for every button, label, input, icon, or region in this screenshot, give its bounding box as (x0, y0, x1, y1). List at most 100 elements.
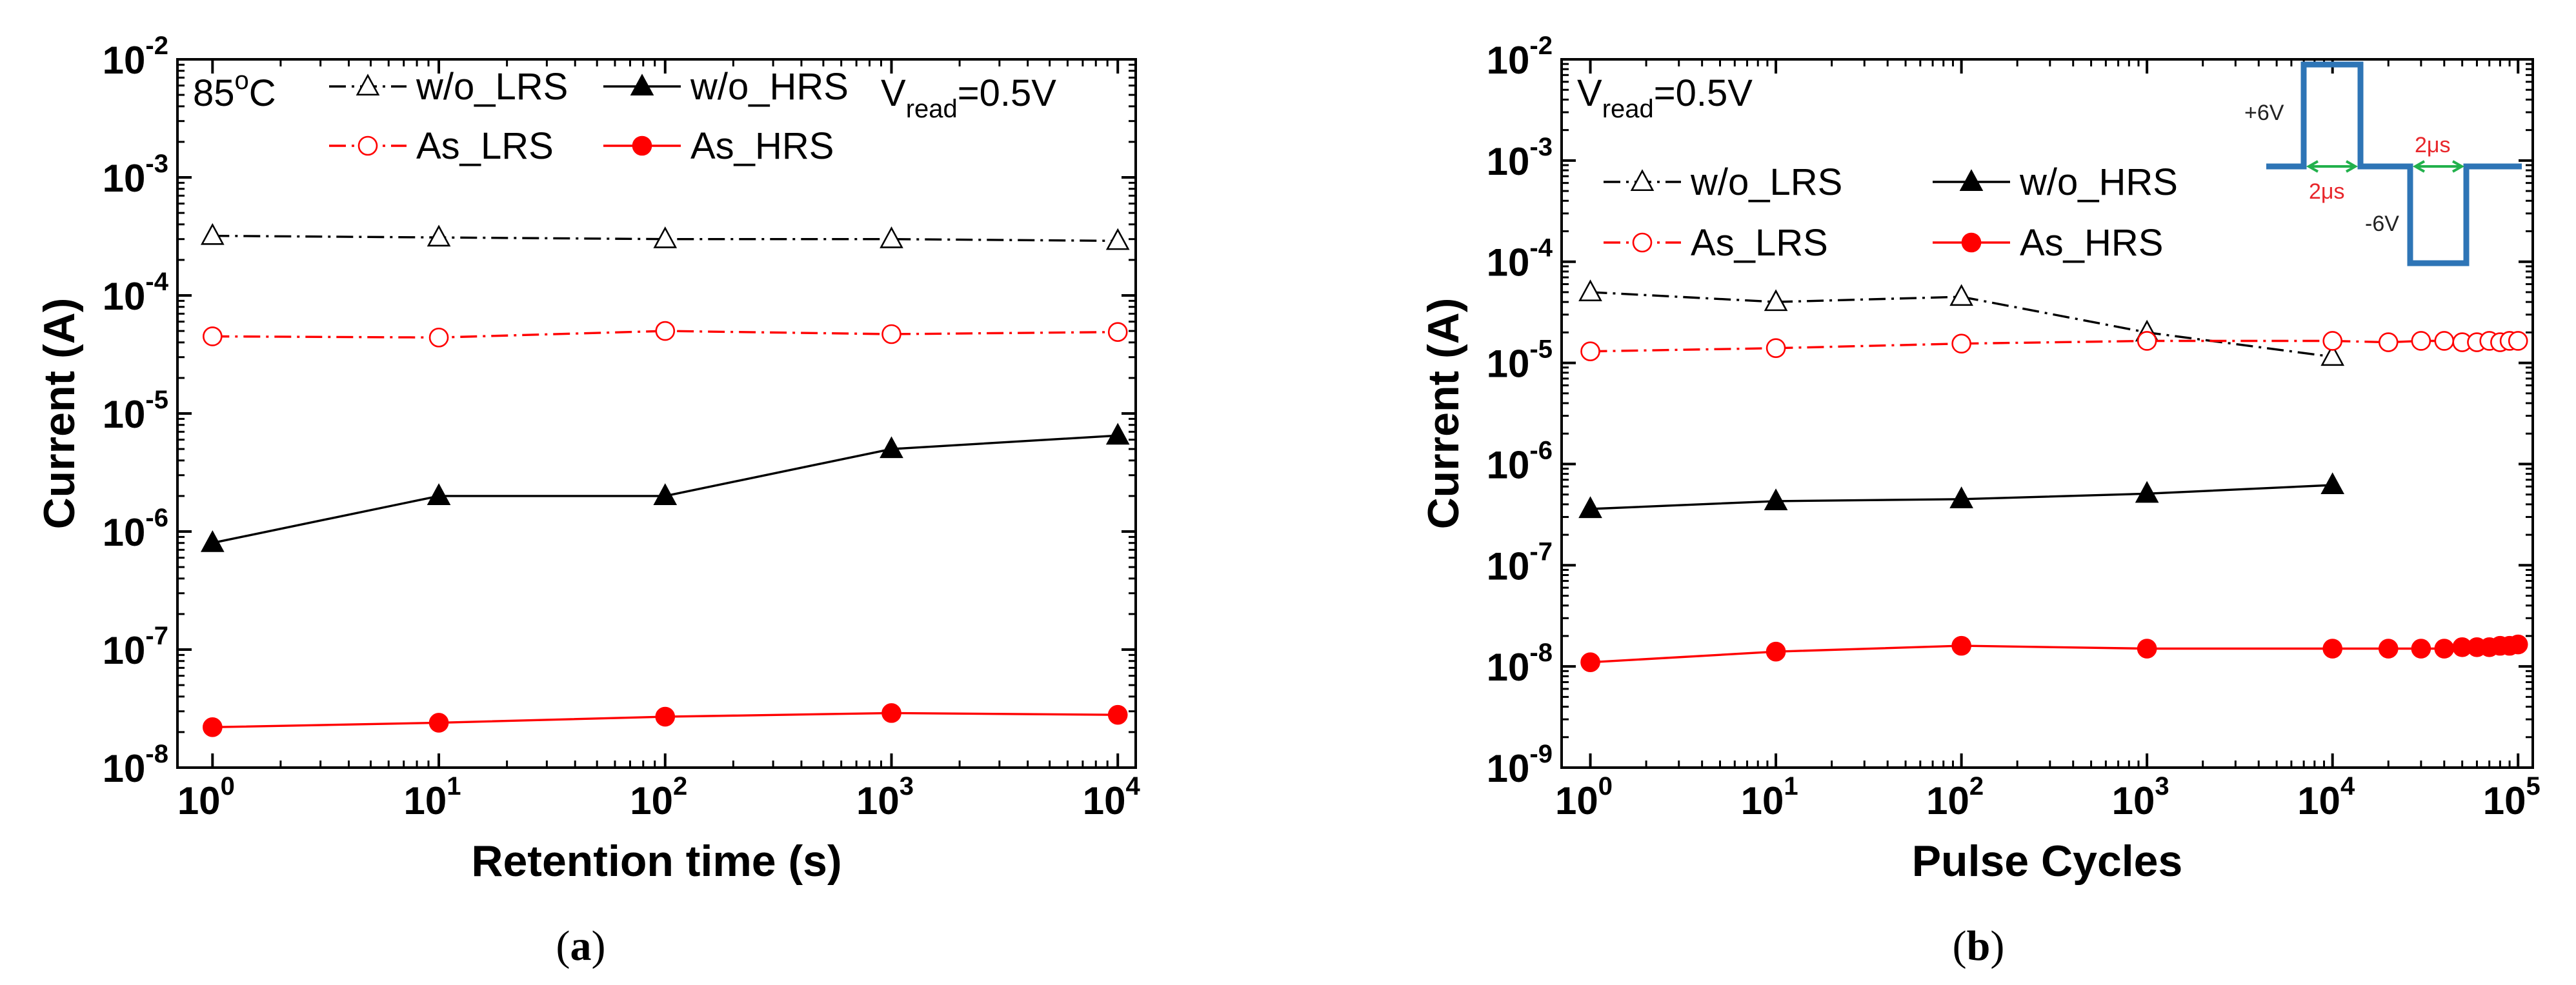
series-as-lrs (1580, 331, 2528, 361)
data-point (427, 483, 451, 505)
chart-panel-b: 10-9 10-8 10-7 10-6 10-5 10-4 10-3 10-2 100 101 10… (1419, 32, 2541, 970)
data-point (880, 226, 903, 248)
y-tick-label: 10-4 (1487, 234, 1553, 284)
y-tick-label: 10-3 (103, 150, 168, 200)
data-point (200, 223, 225, 245)
x-tick-label: 103 (2112, 772, 2169, 822)
y-axis-title: Current (A) (1419, 298, 1468, 530)
pulse-width-label: 2μs (2309, 179, 2345, 204)
data-point (1105, 423, 1130, 445)
x-axis-title: Pulse Cycles (1912, 837, 2183, 886)
arrow-head (2346, 160, 2359, 173)
data-point (1951, 333, 1971, 354)
data-point (428, 327, 449, 348)
data-point (1766, 338, 1786, 358)
x-tick-label: 100 (177, 772, 235, 822)
panel-caption: (a) (556, 922, 606, 970)
data-point (2378, 332, 2399, 352)
chart-panel-a: 10-8 10-7 10-6 10-5 10-4 10-3 10-2 100 101 102 103… (35, 32, 1140, 970)
x-tick-label: 104 (1083, 772, 1141, 822)
legend-item: w/o_HRS (603, 66, 849, 108)
y-tick-label: 10-5 (1487, 335, 1553, 386)
arrow-head (2412, 160, 2425, 173)
data-point (2320, 344, 2345, 366)
x-tick-label: 101 (1741, 772, 1798, 822)
x-tick-label: 105 (2483, 772, 2541, 822)
legend-marker (357, 135, 378, 156)
data-point (2411, 639, 2431, 659)
data-point (655, 706, 676, 727)
legend-item: w/o_LRS (329, 66, 568, 108)
data-point (2135, 481, 2159, 503)
legend-marker (630, 74, 654, 96)
x-tick-label: 103 (856, 772, 914, 822)
y-tick-label: 10-8 (103, 740, 168, 790)
legend-item: w/o_LRS (1604, 161, 1842, 203)
x-axis-title: Retention time (s) (471, 837, 841, 886)
data-point (200, 530, 225, 552)
x-tick-label: 102 (1926, 772, 1984, 822)
data-point (427, 224, 451, 247)
data-point (1951, 635, 1971, 656)
temperature-annotation: 85oC (193, 66, 276, 114)
y-tick-label: 10-8 (1487, 639, 1553, 689)
legend: w/o_LRS w/o_HRS As_LRS As_HRS (329, 66, 849, 167)
data-point (880, 436, 903, 459)
legend-label: w/o_LRS (416, 66, 568, 108)
data-point (203, 717, 223, 737)
legend-marker (1959, 169, 1984, 192)
y-tick-label: 10-6 (103, 504, 168, 554)
panel-caption: (b) (1953, 922, 2005, 970)
data-point (2322, 331, 2342, 351)
data-point (1578, 496, 1602, 519)
series-w-o-hrs (200, 423, 1130, 552)
legend-marker (356, 74, 380, 96)
data-point (2322, 639, 2342, 659)
series-line (1590, 291, 2333, 358)
data-point (881, 703, 901, 723)
legend-item: w/o_HRS (1933, 161, 2178, 203)
vread-annotation: Vread=0.5V (881, 72, 1056, 123)
legend-marker (1630, 169, 1655, 192)
y-tick-label: 10-2 (103, 32, 168, 82)
data-point (1764, 289, 1788, 312)
series-w-o-hrs (1578, 472, 2345, 519)
data-point (428, 713, 449, 733)
plot-frame (176, 58, 1137, 769)
legend-label: As_HRS (690, 125, 834, 167)
data-point (2137, 639, 2157, 659)
data-point (881, 324, 901, 344)
data-point (2434, 639, 2455, 659)
series-w-o-lrs (200, 223, 1130, 250)
x-tick-label: 100 (1555, 772, 1613, 822)
legend-label: As_HRS (2020, 222, 2163, 264)
data-point (1580, 341, 1600, 361)
y-tick-label: 10-3 (1487, 133, 1553, 183)
y-tick-label: 10-6 (1487, 436, 1553, 486)
pulse-waveform-inset: +6V -6V 2μs 2μs (2244, 61, 2522, 266)
y-axis-title: Current (A) (35, 298, 84, 530)
legend-item: As_HRS (603, 125, 834, 167)
arrow-head (2306, 160, 2319, 173)
series-as-lrs (203, 321, 1128, 348)
data-point (1580, 652, 1600, 672)
positive-voltage-label: +6V (2244, 101, 2284, 125)
y-tick-label: 10-4 (103, 268, 169, 318)
data-point (203, 326, 223, 346)
legend: w/o_LRS w/o_HRS As_LRS As_HRS (1604, 161, 2178, 264)
data-point (655, 321, 676, 341)
series-as-hrs (203, 703, 1128, 737)
data-point (2508, 634, 2528, 655)
legend-item: As_LRS (329, 125, 554, 167)
legend-item: As_LRS (1604, 222, 1828, 264)
series-as-hrs (1580, 634, 2528, 672)
series-line (212, 234, 1118, 243)
data-point (653, 226, 678, 248)
legend-marker (1632, 232, 1653, 253)
data-point (653, 483, 678, 505)
y-tick-label: 10-9 (1487, 740, 1553, 790)
plot-frame (1560, 58, 2534, 769)
data-point (2434, 331, 2455, 351)
data-point (1578, 279, 1602, 301)
